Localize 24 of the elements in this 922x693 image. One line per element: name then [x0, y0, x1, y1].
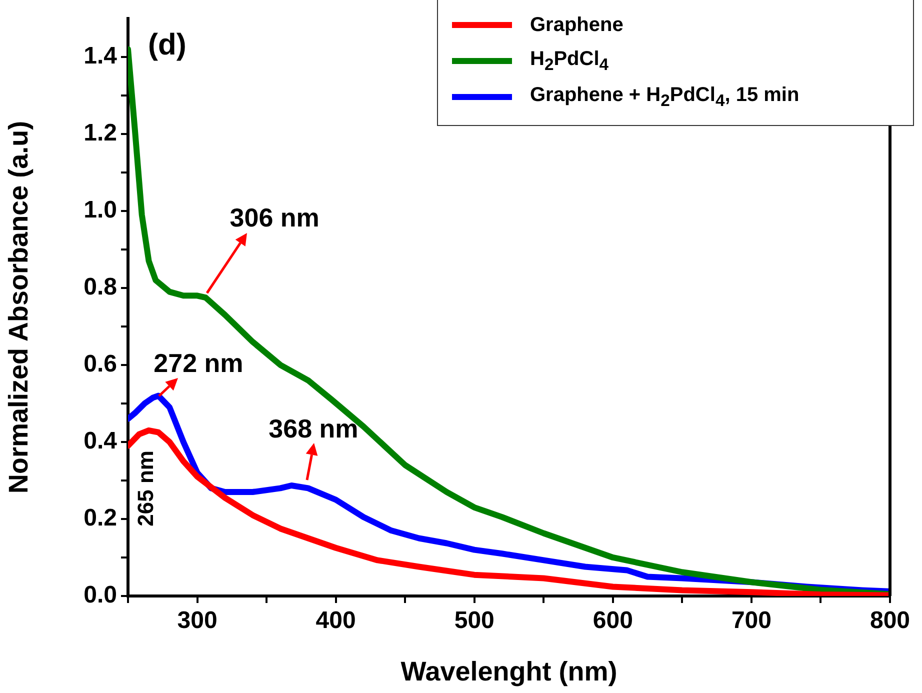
y-axis-title: Normalized Absorbance (a.u) — [4, 120, 34, 494]
annotation: 368 nm — [268, 414, 358, 444]
x-axis-title: Wavelenght (nm) — [400, 656, 618, 686]
annotation: 306 nm — [230, 202, 320, 233]
y-tick-label: 0.2 — [84, 504, 117, 532]
legend-label: Graphene + H$_{2}$PdCl$_{4}$, 15 min — [530, 84, 800, 110]
y-tick-label: 1.2 — [84, 120, 117, 147]
y-tick-label: 1.4 — [84, 42, 118, 70]
y-tick-label: 0.4 — [84, 428, 118, 455]
x-tick-label: 700 — [731, 607, 772, 634]
x-tick-label: 800 — [870, 607, 910, 634]
x-tick-label: 600 — [592, 607, 633, 634]
y-tick-label: 0.0 — [84, 582, 117, 609]
annotation: 272 nm — [154, 348, 244, 378]
y-tick-label: 0.8 — [84, 274, 117, 301]
annotation: 265 nm — [132, 450, 158, 526]
x-tick-label: 500 — [454, 607, 494, 634]
legend-label: H$_{2}$PdCl$_{4}$ — [530, 48, 609, 74]
x-tick-label: 400 — [316, 607, 356, 634]
y-tick-label: 0.6 — [84, 350, 117, 378]
legend-label: Graphene — [530, 14, 624, 36]
y-tick-label: 1.0 — [84, 196, 117, 224]
x-tick-label: 300 — [177, 607, 218, 634]
annotation: (d) — [148, 28, 186, 62]
